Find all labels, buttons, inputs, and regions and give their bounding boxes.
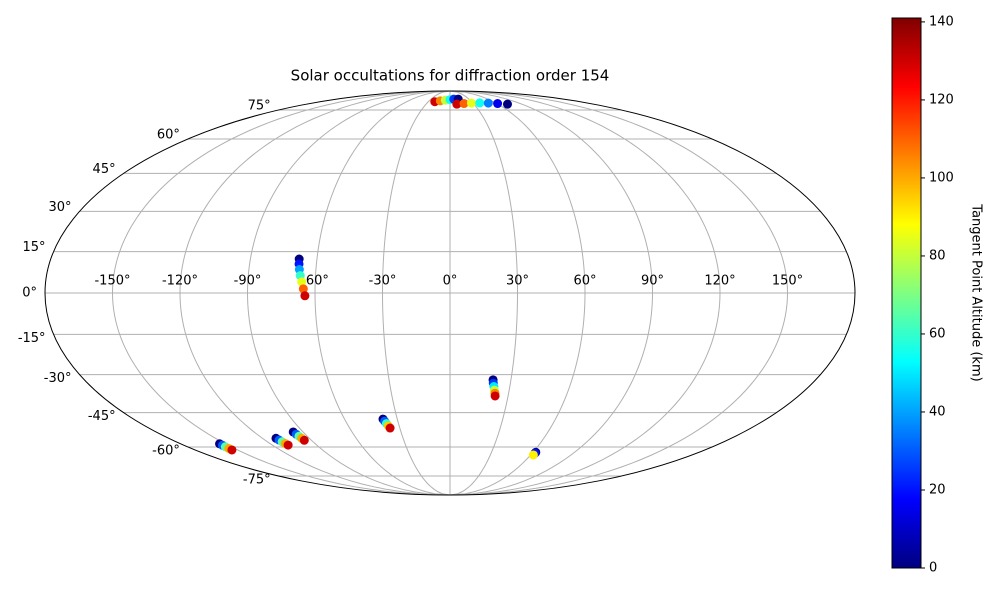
grid-line bbox=[381, 90, 451, 496]
colorbar-fill bbox=[891, 17, 922, 569]
x-tick-label: 120° bbox=[704, 274, 735, 289]
grid: -150° -120° -90° -60° -30° 0° 30° 60° 90° 120° 150… bbox=[18, 90, 856, 496]
colorbar-tick-label: 0 bbox=[929, 561, 937, 576]
x-tick-label: 150° bbox=[772, 274, 803, 289]
grid-line bbox=[449, 90, 789, 496]
y-tick-label: -75° bbox=[243, 473, 271, 488]
colorbar-tick-label: 140 bbox=[929, 14, 954, 29]
point bbox=[385, 423, 395, 433]
x-tick-label: -90° bbox=[234, 274, 262, 289]
colorbar: 0 20 40 60 80 100 120 140 Tangent Point Altitude… bbox=[891, 14, 984, 576]
point bbox=[466, 98, 476, 108]
grid-line bbox=[449, 90, 721, 496]
y-tick-label: -45° bbox=[88, 409, 116, 424]
grid-line bbox=[314, 90, 451, 496]
y-tick-label: 15° bbox=[23, 240, 46, 255]
x-tick-label: 60° bbox=[573, 274, 596, 289]
point bbox=[298, 284, 308, 294]
points bbox=[215, 94, 541, 460]
y-tick-label: 45° bbox=[93, 162, 116, 177]
colorbar-tick-label: 60 bbox=[929, 326, 946, 341]
y-tick-label: -30° bbox=[44, 371, 72, 386]
point bbox=[297, 277, 307, 287]
point bbox=[283, 440, 293, 450]
y-tick-label: 30° bbox=[48, 200, 71, 215]
point bbox=[493, 99, 503, 109]
point bbox=[502, 99, 512, 109]
colorbar-tick-label: 100 bbox=[929, 170, 954, 185]
colorbar-tick-label: 80 bbox=[929, 248, 946, 263]
point bbox=[227, 445, 237, 455]
point bbox=[483, 98, 493, 108]
colorbar-tick-label: 120 bbox=[929, 92, 954, 107]
y-tick-label: 60° bbox=[157, 127, 180, 142]
point bbox=[299, 435, 309, 445]
grid-line bbox=[246, 90, 451, 496]
map-boundary bbox=[44, 90, 856, 496]
x-tick-label: 90° bbox=[641, 274, 664, 289]
x-tick-label: 30° bbox=[506, 274, 529, 289]
grid-line bbox=[179, 90, 451, 496]
point bbox=[300, 291, 310, 301]
grid-line bbox=[449, 90, 654, 496]
colorbar-label: Tangent Point Altitude (km) bbox=[969, 203, 984, 381]
point bbox=[528, 450, 538, 460]
point bbox=[452, 99, 462, 109]
colorbar-tick-label: 40 bbox=[929, 404, 946, 419]
x-tick-label: -120° bbox=[162, 274, 198, 289]
grid-line bbox=[449, 90, 586, 496]
x-tick-label: -150° bbox=[94, 274, 130, 289]
y-tick-label: 0° bbox=[22, 286, 37, 301]
x-tick-label: -30° bbox=[369, 274, 397, 289]
y-tick-label: -15° bbox=[18, 331, 46, 346]
point bbox=[490, 391, 500, 401]
point bbox=[459, 99, 469, 109]
y-tick-label: -60° bbox=[152, 444, 180, 459]
x-tick-label: 0° bbox=[443, 274, 458, 289]
point bbox=[475, 98, 485, 108]
chart-title: Solar occultations for diffraction order… bbox=[291, 67, 610, 85]
x-tick-label: -60° bbox=[301, 274, 329, 289]
y-tick-label: 75° bbox=[248, 98, 271, 113]
colorbar-tick-label: 20 bbox=[929, 482, 946, 497]
grid-line bbox=[449, 90, 519, 496]
